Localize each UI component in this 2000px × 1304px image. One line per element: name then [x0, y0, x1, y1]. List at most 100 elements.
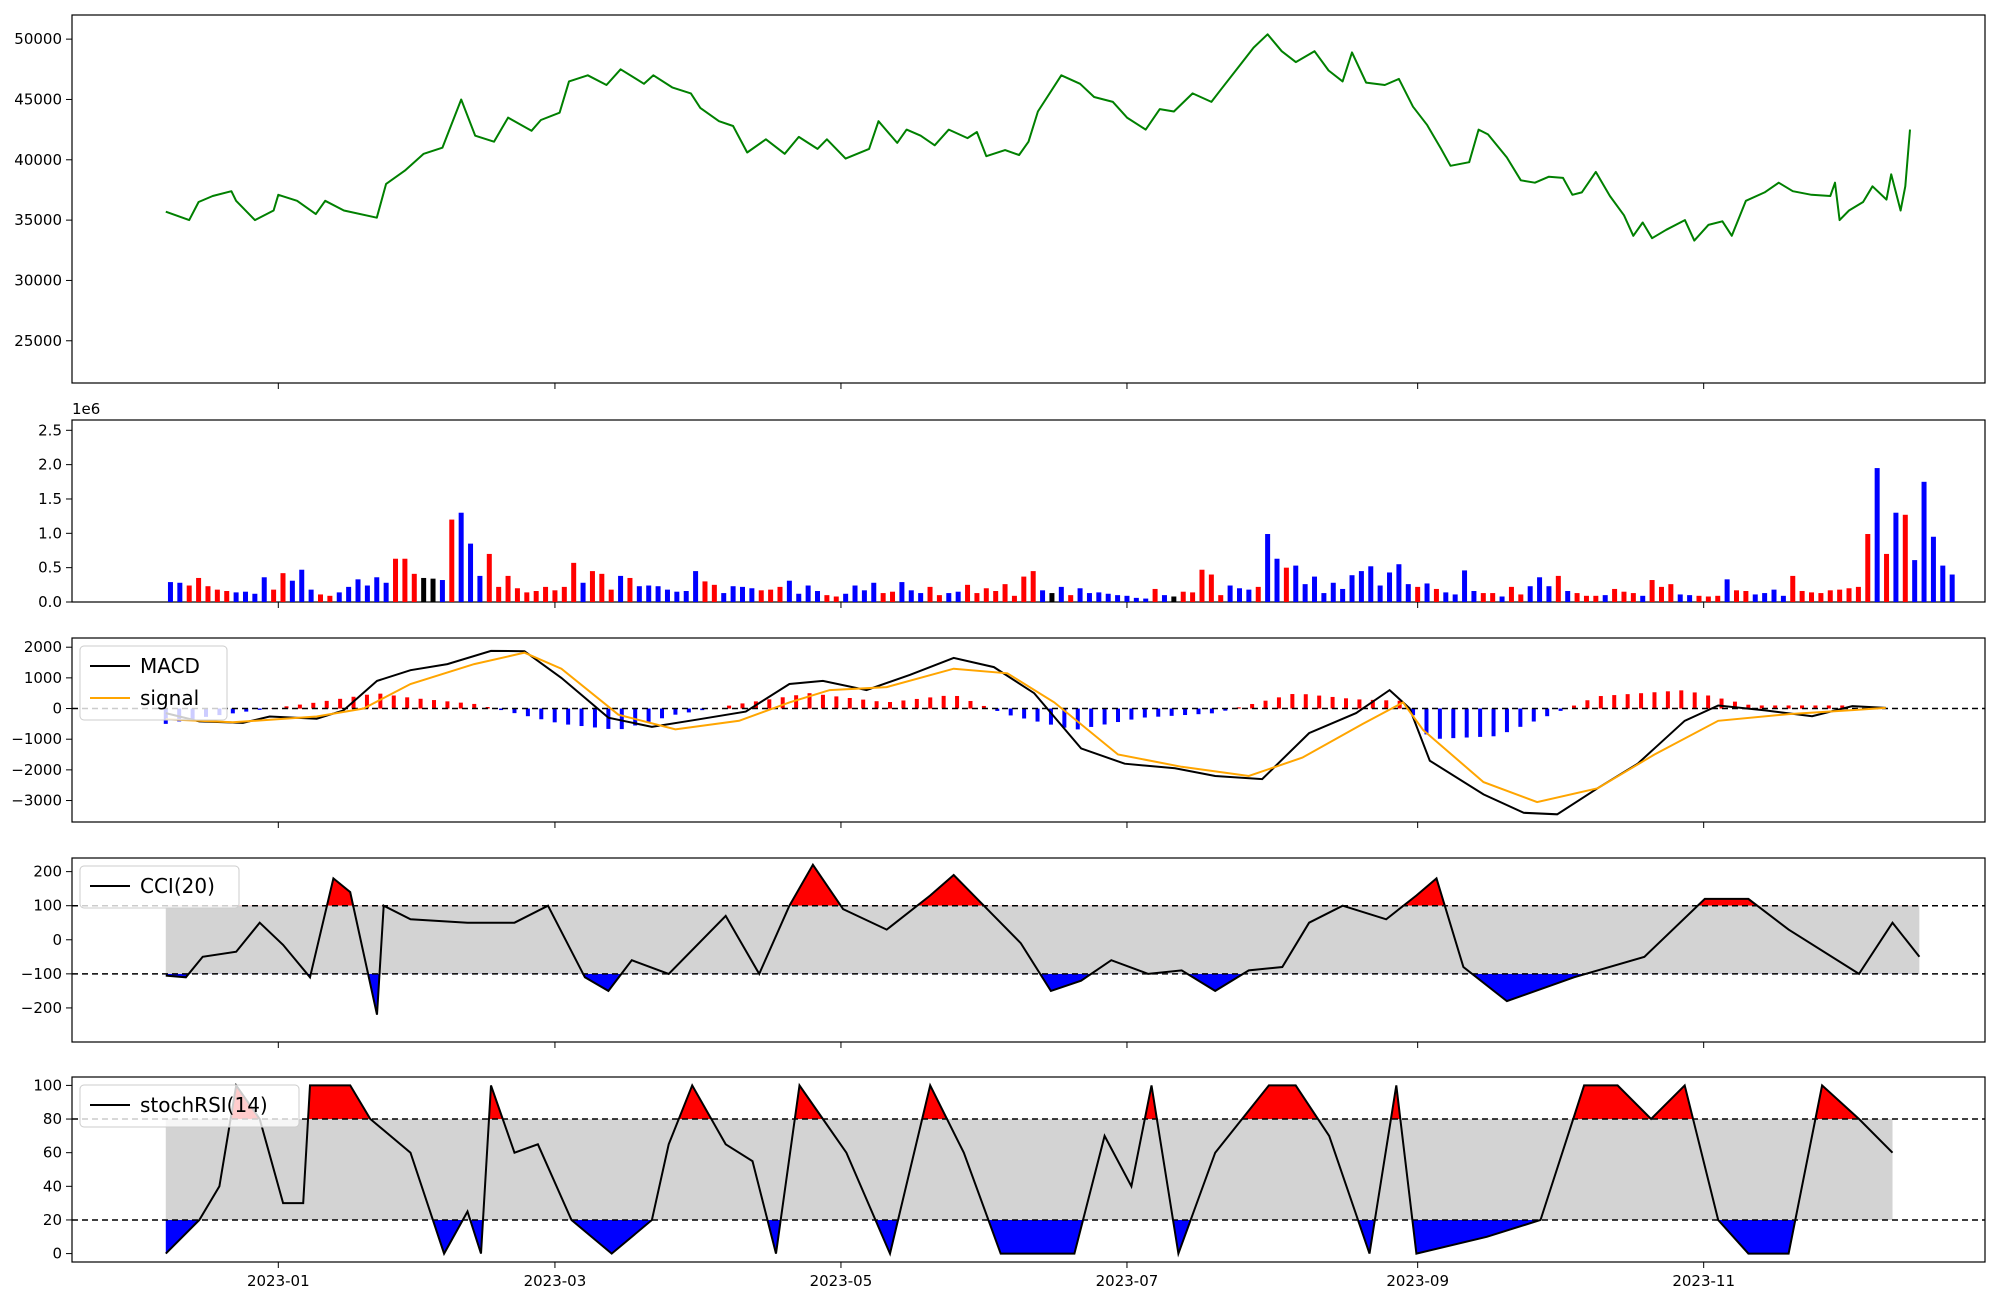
macd-histogram-bar	[1599, 696, 1603, 709]
volume-bar	[1847, 588, 1852, 602]
volume-bar	[1115, 595, 1120, 602]
volume-bar	[1856, 587, 1861, 602]
volume-bar	[1049, 593, 1054, 602]
macd-histogram-bar	[325, 701, 329, 709]
volume-bar	[834, 597, 839, 602]
volume-bar	[1078, 588, 1083, 602]
volume-bar	[205, 586, 210, 602]
macd-histogram-bar	[1183, 709, 1187, 715]
macd-histogram-bar	[1492, 709, 1496, 737]
volume-bar	[1256, 587, 1261, 602]
volume-bar	[627, 578, 632, 602]
macd-histogram-bar	[620, 709, 624, 730]
stochrsi-ytick-label: 0	[52, 1245, 62, 1263]
volume-bar	[946, 593, 951, 602]
volume-bar	[787, 581, 792, 602]
volume-ytick-label: 2.0	[38, 456, 62, 474]
macd-histogram-bar	[338, 699, 342, 709]
volume-bar	[234, 592, 239, 602]
volume-bar	[618, 576, 623, 602]
volume-bar	[1003, 584, 1008, 602]
volume-bar	[1068, 595, 1073, 602]
volume-bar	[721, 593, 726, 602]
volume-ytick-label: 2.5	[38, 421, 62, 439]
volume-bar	[1162, 595, 1167, 602]
stochrsi-xtick-label: 2023-09	[1386, 1272, 1449, 1290]
volume-bar	[1640, 596, 1645, 602]
macd-histogram-bar	[660, 709, 664, 719]
macd-histogram-bar	[1317, 696, 1321, 709]
volume-bar	[684, 591, 689, 602]
volume-bar	[1950, 575, 1955, 602]
volume-bar	[1087, 593, 1092, 602]
volume-bar	[1228, 586, 1233, 602]
volume-bar	[759, 590, 764, 602]
stochrsi-xtick-label: 2023-07	[1096, 1272, 1159, 1290]
price-ytick-label: 45000	[14, 90, 62, 108]
volume-bar	[1546, 586, 1551, 602]
volume-bar	[1331, 583, 1336, 602]
macd-histogram-bar	[968, 701, 972, 709]
macd-histogram-bar	[1451, 709, 1455, 739]
macd-histogram-bar	[1277, 697, 1281, 708]
volume-bar	[562, 587, 567, 602]
stochrsi-xtick-label: 2023-05	[810, 1272, 873, 1290]
volume-bar	[1303, 584, 1308, 602]
volume-bar	[1734, 590, 1739, 602]
volume-bar	[290, 581, 295, 602]
volume-bar	[984, 588, 989, 602]
macd-histogram-bar	[258, 709, 262, 710]
cci-legend-label: CCI(20)	[140, 874, 215, 898]
volume-bar	[1903, 515, 1908, 602]
volume-bar	[796, 594, 801, 602]
volume-bar	[1678, 594, 1683, 602]
volume-ytick-label: 0.0	[38, 593, 62, 611]
volume-bar	[1687, 595, 1692, 602]
macd-histogram-bar	[1679, 690, 1683, 708]
volume-bar	[674, 592, 679, 602]
volume-bar	[1481, 593, 1486, 602]
macd-histogram-bar	[834, 696, 838, 708]
volume-bar	[1284, 568, 1289, 602]
macd-histogram-bar	[875, 701, 879, 708]
volume-bar	[327, 596, 332, 602]
macd-histogram-bar	[901, 700, 905, 708]
volume-bar	[1518, 594, 1523, 602]
volume-bar	[402, 559, 407, 602]
cci-band	[166, 906, 1920, 974]
volume-bar	[1490, 593, 1495, 602]
volume-bar	[871, 583, 876, 602]
macd-histogram-bar	[1706, 696, 1710, 709]
volume-bar	[815, 591, 820, 602]
volume-panel-frame	[72, 420, 1985, 602]
volume-bar	[956, 592, 961, 602]
volume-bar	[534, 591, 539, 602]
macd-histogram-bar	[405, 697, 409, 708]
volume-bar	[1837, 590, 1842, 602]
macd-histogram-bar	[928, 697, 932, 708]
volume-bar	[1359, 571, 1364, 602]
volume-bar	[1340, 589, 1345, 602]
volume-bar	[552, 590, 557, 602]
volume-bar	[177, 583, 182, 602]
macd-histogram-bar	[1652, 692, 1656, 708]
volume-bar	[1246, 590, 1251, 602]
volume-bar	[1021, 577, 1026, 602]
volume-bar	[215, 590, 220, 602]
macd-histogram-bar	[915, 699, 919, 709]
volume-bar	[974, 593, 979, 602]
stochrsi-band	[166, 1119, 1893, 1220]
macd-histogram-bar	[1089, 709, 1093, 727]
volume-bar	[693, 571, 698, 602]
volume-bar	[965, 585, 970, 602]
volume-bar	[590, 571, 595, 602]
volume-bar	[1696, 596, 1701, 602]
volume-bar	[1190, 592, 1195, 602]
volume-bar	[899, 582, 904, 602]
stochrsi-ytick-label: 20	[43, 1211, 62, 1229]
macd-histogram-bar	[1639, 693, 1643, 708]
volume-bar	[646, 586, 651, 602]
volume-bar	[506, 576, 511, 602]
